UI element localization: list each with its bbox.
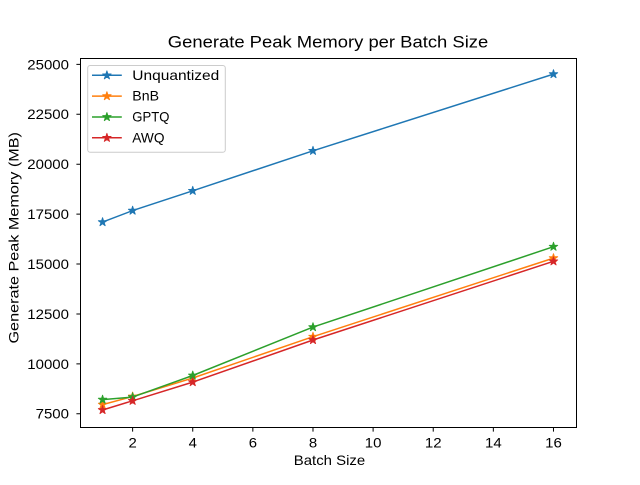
svg-text:12500: 12500: [27, 306, 69, 322]
svg-text:Batch Size: Batch Size: [294, 452, 366, 468]
svg-text:Generate Peak Memory per Batch: Generate Peak Memory per Batch Size: [168, 33, 489, 52]
svg-text:BnB: BnB: [132, 88, 159, 104]
svg-text:22500: 22500: [27, 106, 69, 122]
svg-text:15000: 15000: [27, 256, 69, 272]
svg-text:8: 8: [309, 435, 318, 451]
svg-text:17500: 17500: [27, 206, 69, 222]
svg-text:AWQ: AWQ: [132, 129, 164, 145]
svg-text:14: 14: [485, 435, 502, 451]
svg-text:Unquantized: Unquantized: [132, 67, 219, 83]
svg-text:4: 4: [189, 435, 198, 451]
svg-text:10000: 10000: [27, 356, 69, 372]
svg-text:10: 10: [365, 435, 382, 451]
svg-text:GPTQ: GPTQ: [132, 109, 169, 125]
svg-text:2: 2: [128, 435, 137, 451]
svg-text:6: 6: [249, 435, 258, 451]
svg-text:25000: 25000: [27, 56, 69, 72]
svg-text:Generate Peak Memory (MB): Generate Peak Memory (MB): [6, 132, 22, 344]
svg-text:12: 12: [425, 435, 442, 451]
svg-text:16: 16: [545, 435, 562, 451]
svg-text:7500: 7500: [36, 406, 70, 422]
svg-text:20000: 20000: [27, 156, 69, 172]
